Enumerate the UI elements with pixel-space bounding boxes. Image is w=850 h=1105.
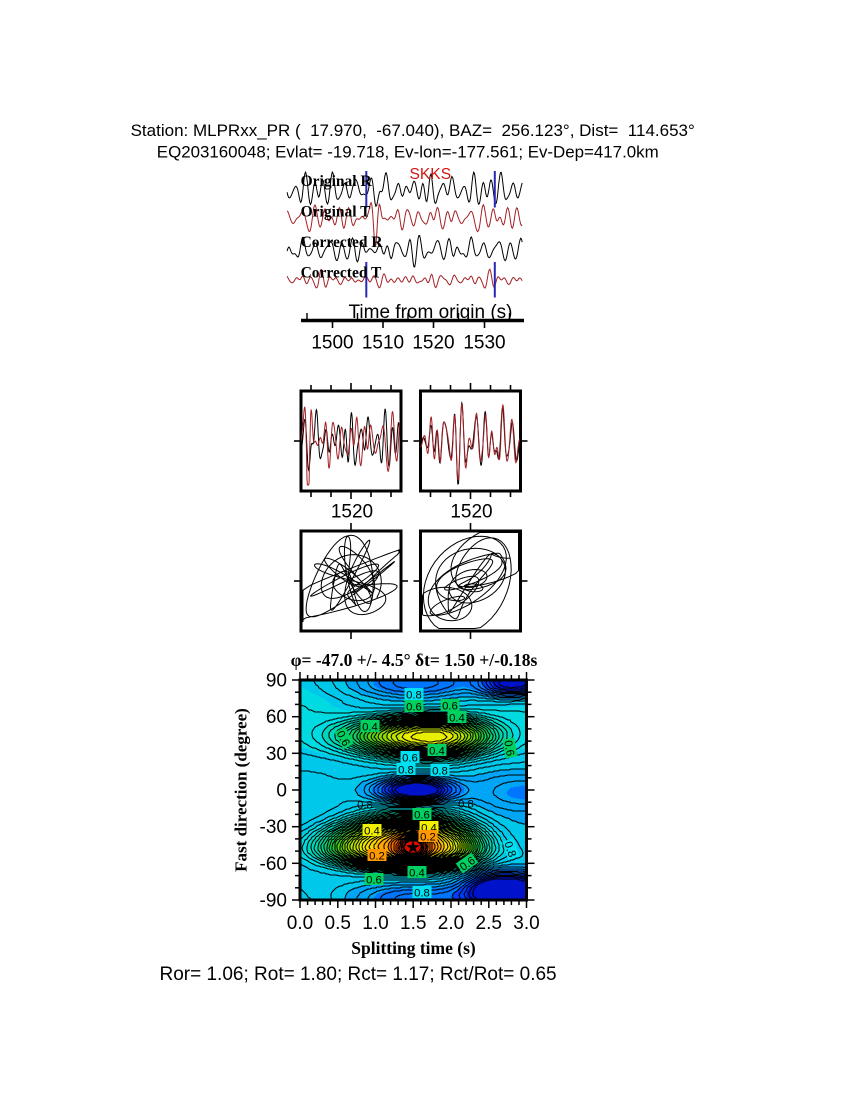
svg-text:1.5: 1.5 — [400, 913, 426, 934]
svg-text:-90: -90 — [260, 891, 287, 912]
svg-text:Corrected T: Corrected T — [301, 264, 382, 281]
svg-text:0.6: 0.6 — [501, 739, 516, 757]
svg-text:0.6: 0.6 — [406, 702, 422, 714]
svg-text:0.6: 0.6 — [442, 701, 458, 713]
svg-text:0.4: 0.4 — [429, 746, 445, 758]
svg-text:0.8: 0.8 — [501, 840, 517, 859]
svg-text:Original R: Original R — [301, 173, 373, 190]
svg-text:Corrected R: Corrected R — [301, 234, 384, 251]
svg-text:2.5: 2.5 — [476, 913, 502, 934]
svg-text:0.5: 0.5 — [325, 913, 351, 934]
svg-text:0.6: 0.6 — [366, 875, 382, 887]
svg-text:0.8: 0.8 — [357, 800, 373, 812]
svg-text:0: 0 — [276, 781, 287, 802]
svg-text:0.8: 0.8 — [414, 888, 430, 900]
svg-text:30: 30 — [266, 744, 287, 765]
svg-text:-30: -30 — [260, 817, 287, 838]
svg-text:0.4: 0.4 — [362, 722, 378, 734]
svg-text:Splitting time (s): Splitting time (s) — [351, 938, 476, 958]
svg-text:90: 90 — [266, 671, 287, 692]
svg-text:0.4: 0.4 — [364, 826, 380, 838]
svg-text:1520: 1520 — [331, 502, 373, 523]
svg-text:0.8: 0.8 — [406, 690, 422, 702]
svg-text:0.8: 0.8 — [398, 765, 414, 777]
svg-text:2.0: 2.0 — [438, 913, 464, 934]
svg-text:EQ203160048; Evlat= -19.718, E: EQ203160048; Evlat= -19.718, Ev-lon=-177… — [157, 143, 659, 162]
svg-text:1530: 1530 — [463, 333, 505, 354]
svg-text:3.0: 3.0 — [513, 913, 539, 934]
svg-text:-60: -60 — [260, 854, 287, 875]
svg-text:60: 60 — [266, 707, 287, 728]
svg-text:Station: MLPRxx_PR ( 17.970,: Station: MLPRxx_PR ( 17.970, -67.040), B… — [131, 121, 695, 140]
svg-text:0.6: 0.6 — [414, 810, 430, 822]
svg-text:φ= -47.0 +/- 4.5° δt= 1.50 +/-: φ= -47.0 +/- 4.5° δt= 1.50 +/-0.18s — [291, 650, 538, 670]
svg-text:Ror= 1.06; Rot= 1.80; Rct= 1.1: Ror= 1.06; Rot= 1.80; Rct= 1.17; Rct/Rot… — [160, 964, 557, 985]
svg-text:SKKS: SKKS — [410, 166, 452, 183]
svg-text:1.0: 1.0 — [362, 913, 388, 934]
svg-text:1510: 1510 — [362, 333, 404, 354]
svg-text:0.2: 0.2 — [369, 851, 385, 863]
svg-text:Fast direction (degree): Fast direction (degree) — [232, 708, 251, 872]
svg-text:0.6: 0.6 — [402, 753, 418, 765]
svg-text:1520: 1520 — [450, 502, 492, 523]
svg-text:0.2: 0.2 — [420, 832, 436, 844]
svg-text:0.4: 0.4 — [449, 713, 465, 725]
svg-text:0.4: 0.4 — [409, 868, 425, 880]
svg-text:0.8: 0.8 — [458, 799, 474, 811]
svg-text:Original T: Original T — [301, 204, 372, 221]
svg-text:0.8: 0.8 — [432, 766, 448, 778]
svg-text:0.0: 0.0 — [287, 913, 313, 934]
svg-text:1500: 1500 — [311, 333, 353, 354]
svg-text:1520: 1520 — [412, 333, 454, 354]
svg-text:Time from origin (s): Time from origin (s) — [349, 302, 513, 323]
